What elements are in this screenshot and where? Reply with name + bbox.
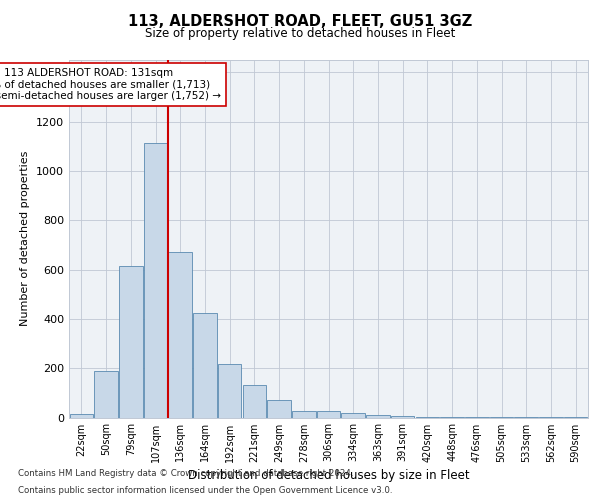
Bar	[144, 142, 167, 418]
Bar	[218, 364, 241, 418]
Text: 113, ALDERSHOT ROAD, FLEET, GU51 3GZ: 113, ALDERSHOT ROAD, FLEET, GU51 3GZ	[128, 14, 472, 29]
Bar	[317, 412, 340, 418]
Bar	[292, 412, 316, 418]
Text: 113 ALDERSHOT ROAD: 131sqm
← 49% of detached houses are smaller (1,713)
50% of s: 113 ALDERSHOT ROAD: 131sqm ← 49% of deta…	[0, 68, 221, 102]
Bar	[193, 312, 217, 418]
Bar	[242, 386, 266, 418]
Text: Size of property relative to detached houses in Fleet: Size of property relative to detached ho…	[145, 28, 455, 40]
Text: Contains HM Land Registry data © Crown copyright and database right 2024.: Contains HM Land Registry data © Crown c…	[18, 470, 353, 478]
Bar	[391, 416, 415, 418]
Text: Contains public sector information licensed under the Open Government Licence v3: Contains public sector information licen…	[18, 486, 392, 495]
Bar	[341, 412, 365, 418]
Y-axis label: Number of detached properties: Number of detached properties	[20, 151, 31, 326]
Bar	[366, 415, 389, 418]
Bar	[94, 370, 118, 418]
Bar	[268, 400, 291, 417]
Bar	[70, 414, 93, 418]
X-axis label: Distribution of detached houses by size in Fleet: Distribution of detached houses by size …	[188, 468, 469, 481]
Bar	[119, 266, 143, 418]
Bar	[169, 252, 192, 418]
Bar	[416, 417, 439, 418]
